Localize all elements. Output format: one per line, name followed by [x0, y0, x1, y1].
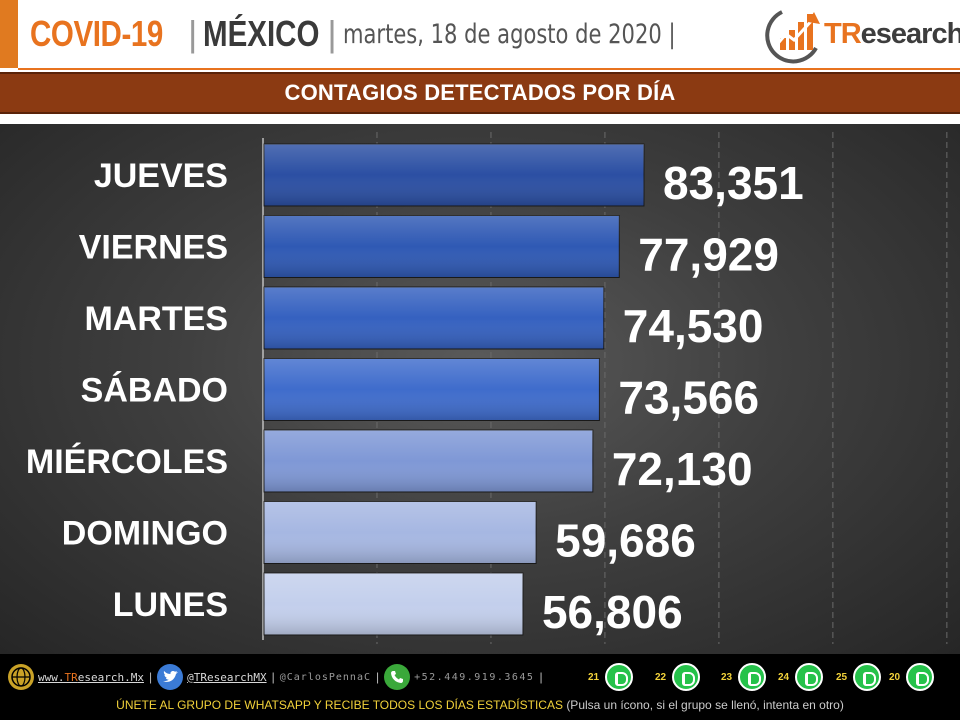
- whatsapp-group-number: 20: [889, 671, 901, 683]
- whatsapp-group-25[interactable]: 25: [836, 662, 882, 692]
- title-date: martes, 18 de agosto de 2020 |: [343, 19, 676, 50]
- title-separator: |: [188, 13, 198, 54]
- title-country: MÉXICO: [203, 13, 320, 54]
- header: COVID-19 | MÉXICO | martes, 18 de agosto…: [0, 0, 960, 70]
- whatsapp-group-number: 22: [655, 671, 667, 683]
- title-covid: COVID-19: [30, 13, 163, 54]
- chart-title: CONTAGIOS DETECTADOS POR DÍA: [284, 80, 676, 105]
- logo-text-rest: esearch: [860, 18, 960, 50]
- twitter-icon: [157, 664, 184, 690]
- whatsapp-icon: [853, 663, 882, 691]
- globe-icon: [8, 664, 34, 690]
- website-link-tr: TR: [64, 670, 78, 684]
- title-separator: |: [327, 13, 337, 54]
- category-label: LUNES: [113, 586, 228, 624]
- whatsapp-group-number: 24: [778, 671, 790, 683]
- footer-separator: |: [148, 670, 153, 684]
- value-label: 73,566: [618, 372, 759, 424]
- whatsapp-cta-note: (Pulsa un ícono, si el grupo se llenó, i…: [566, 698, 844, 712]
- footer-links: www.TResearch.Mx | @TResearchMX | @Carlo…: [8, 662, 548, 692]
- footer-separator: |: [271, 670, 275, 684]
- logo-mark-icon: [765, 10, 820, 64]
- bar-shading: [264, 573, 523, 635]
- whatsapp-group-21[interactable]: 21: [588, 662, 634, 692]
- category-label: SÁBADO: [81, 372, 228, 410]
- category-label: DOMINGO: [62, 515, 228, 553]
- tresearch-logo[interactable]: TResearch: [762, 4, 960, 64]
- footer-cta: ÚNETE AL GRUPO DE WHATSAPP Y RECIBE TODO…: [0, 698, 960, 712]
- bar-shading: [264, 144, 644, 206]
- footer-separator: |: [539, 670, 543, 684]
- bar-chart: JUEVES 83,351 VIERNES 77,929 MARTES 74,530 SÁB…: [26, 132, 948, 644]
- bars: JUEVES 83,351 VIERNES 77,929 MARTES 74,530 SÁB…: [26, 143, 804, 638]
- whatsapp-group-number: 21: [588, 671, 600, 683]
- bar-shading: [264, 430, 593, 492]
- whatsapp-group-number: 25: [836, 671, 848, 683]
- whatsapp-icon: [795, 663, 824, 691]
- whatsapp-icon: [906, 663, 935, 691]
- website-link-rest: esearch.Mx: [77, 670, 144, 684]
- whatsapp-icon: [672, 663, 701, 691]
- value-label: 56,806: [542, 586, 683, 638]
- chart-title-banner: CONTAGIOS DETECTADOS POR DÍA: [0, 72, 960, 114]
- twitter-link-tresearch[interactable]: @TResearchMX: [187, 670, 267, 684]
- whatsapp-group-number: 23: [721, 671, 733, 683]
- title-line: COVID-19 | MÉXICO | martes, 18 de agosto…: [30, 10, 683, 58]
- website-link[interactable]: www.TResearch.Mx: [38, 671, 144, 684]
- category-label: JUEVES: [94, 157, 228, 195]
- whatsapp-icon: [605, 663, 634, 691]
- whatsapp-group-23[interactable]: 23: [721, 662, 767, 692]
- footer-separator: |: [376, 670, 380, 684]
- whatsapp-group-20[interactable]: 20: [889, 662, 935, 692]
- bar-shading: [264, 501, 537, 564]
- whatsapp-group-22[interactable]: 22: [655, 662, 701, 692]
- value-label: 77,929: [638, 229, 779, 281]
- header-underline: [18, 68, 960, 70]
- title-date-text: martes, 18 de agosto de 2020: [342, 18, 662, 50]
- bar-shading: [264, 358, 600, 421]
- category-label: MIÉRCOLES: [26, 443, 228, 481]
- bar-shading: [264, 287, 604, 349]
- header-accent-bar: [0, 0, 18, 68]
- value-label: 72,130: [612, 443, 753, 495]
- category-label: MARTES: [84, 300, 228, 338]
- logo-text-tr: TR: [824, 18, 862, 50]
- value-label: 74,530: [623, 300, 764, 352]
- title-date-separator: |: [668, 18, 676, 50]
- footer: www.TResearch.Mx | @TResearchMX | @Carlo…: [0, 654, 960, 720]
- value-label: 59,686: [555, 515, 696, 567]
- logo-text: TResearch: [824, 18, 960, 51]
- value-label: 83,351: [663, 157, 804, 209]
- phone-icon: [384, 664, 411, 690]
- twitter-link-carlos[interactable]: @CarlosPennaC: [279, 671, 371, 683]
- category-label: VIERNES: [79, 229, 228, 267]
- whatsapp-group-24[interactable]: 24: [778, 662, 824, 692]
- chart-top-border: [0, 118, 960, 122]
- whatsapp-cta-text: ÚNETE AL GRUPO DE WHATSAPP Y RECIBE TODO…: [116, 698, 563, 712]
- bar-shading: [264, 215, 620, 278]
- whatsapp-icon: [738, 663, 767, 691]
- phone-number[interactable]: +52.449.919.3645: [414, 671, 535, 683]
- website-link-prefix: www.: [38, 670, 65, 684]
